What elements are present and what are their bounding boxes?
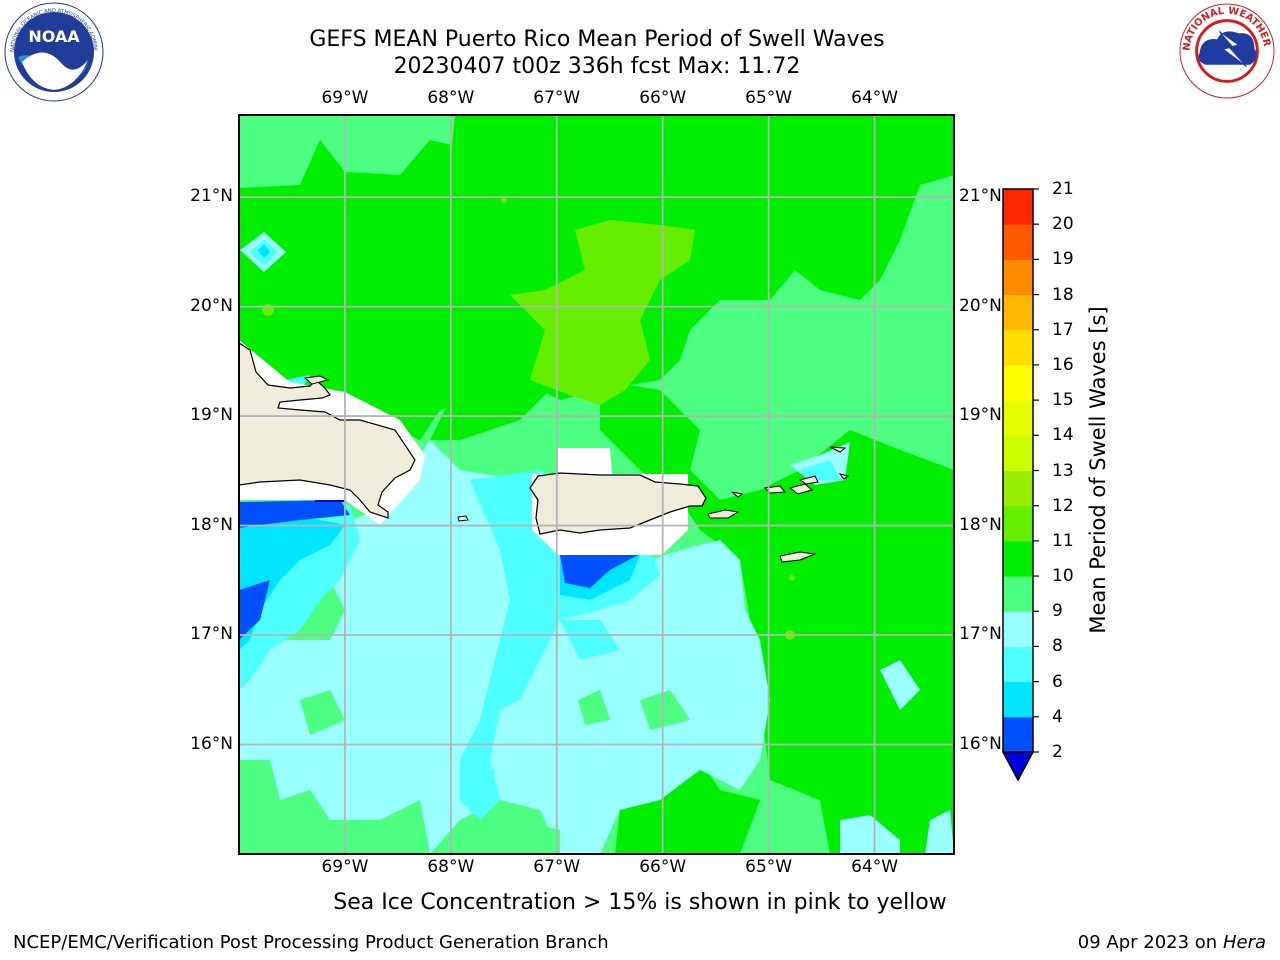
longitude-label: 65°W (745, 857, 793, 877)
tortuga-island (303, 375, 330, 385)
longitude-label: 64°W (851, 88, 899, 108)
latitude-label: 16°N (190, 733, 233, 754)
latitude-label: 19°N (959, 405, 1002, 426)
map-title: GEFS MEAN Puerto Rico Mean Period of Swe… (309, 27, 885, 52)
colorbar-tick-label: 20 (1052, 214, 1074, 235)
colorbar-tick-label: 18 (1052, 284, 1074, 305)
colorbar-segment (1003, 540, 1033, 577)
colorbar-tick-label: 19 (1052, 249, 1074, 270)
latitude-label: 21°N (959, 186, 1002, 207)
colorbar-under-arrow (1001, 751, 1035, 782)
latitude-label: 21°N (190, 186, 233, 207)
colorbar-tick-label: 11 (1052, 530, 1074, 551)
colorbar-tick-label: 16 (1052, 354, 1074, 375)
colorbar-tick-label: 4 (1052, 706, 1063, 727)
colorbar-segment (1003, 294, 1033, 331)
colorbar-segment (1003, 716, 1033, 753)
colorbar-tick-label: 10 (1052, 566, 1074, 587)
colorbar-segment (1003, 329, 1033, 366)
credit-branch: NCEP/EMC/Verification Post Processing Pr… (13, 932, 609, 953)
longitude-label: 69°W (321, 857, 369, 877)
longitude-label: 66°W (639, 88, 687, 108)
longitude-label: 67°W (533, 857, 581, 877)
colorbar-segment (1003, 611, 1033, 647)
colorbar-segment (1003, 400, 1033, 436)
colorbar-segment (1003, 224, 1033, 260)
sea-ice-note: Sea Ice Concentration > 15% is shown in … (333, 890, 947, 915)
colorbar-tick-label: 21 (1052, 179, 1074, 199)
culebra-island (731, 491, 744, 498)
forecast-subtitle: 20230407 t00z 336h fcst Max: 11.72 (393, 54, 801, 79)
latitude-label: 16°N (959, 733, 1002, 754)
lat-lon-grid (239, 115, 954, 854)
longitude-label: 68°W (427, 88, 475, 108)
longitude-label: 65°W (745, 88, 793, 108)
latitude-label: 20°N (959, 295, 1002, 316)
colorbar-label: Mean Period of Swell Waves [s] (1086, 306, 1110, 634)
colorbar-segment (1003, 470, 1033, 507)
latitude-label: 18°N (959, 514, 1002, 535)
colorbar-segment (1003, 576, 1033, 612)
colorbar-segment (1003, 681, 1033, 718)
st-croix-island (779, 551, 817, 563)
map-frame (238, 114, 955, 855)
credit-date-host: 09 Apr 2023 on Hera (1078, 932, 1266, 953)
nws-logo-icon: NATIONAL WEATHER SERVICE (1176, 2, 1275, 99)
credit-date: 09 Apr 2023 on (1077, 932, 1223, 953)
colorbar-segment (1003, 505, 1033, 542)
saona-island (457, 515, 469, 522)
longitude-label: 68°W (427, 857, 475, 877)
colorbar-segment (1003, 259, 1033, 296)
latitude-label: 19°N (190, 405, 233, 426)
vieques-island (707, 509, 740, 519)
colorbar-segment (1003, 435, 1033, 471)
longitude-label: 66°W (639, 857, 687, 877)
colorbar-tick-label: 17 (1052, 319, 1074, 340)
longitude-label: 67°W (533, 88, 581, 108)
credit-host: Hera (1222, 932, 1266, 953)
colorbar-tick-label: 6 (1052, 671, 1063, 692)
latitude-label: 18°N (190, 514, 233, 535)
latitude-label: 17°N (190, 624, 233, 645)
field-2-4 (239, 500, 638, 640)
colorbar-segment (1003, 364, 1033, 401)
colorbar-tick-label: 9 (1052, 601, 1063, 622)
latitude-label: 17°N (959, 624, 1002, 645)
colorbar-tick-label: 13 (1052, 460, 1074, 481)
colorbar-tick-label: 8 (1052, 636, 1063, 657)
longitude-label: 64°W (851, 857, 899, 877)
latitude-label: 20°N (190, 295, 233, 316)
colorbar-segment (1003, 646, 1033, 683)
colorbar-tick-label: 12 (1052, 495, 1074, 516)
noaa-logo-icon: NOAA NATIONAL OCEANIC AND ATMOSPHERIC AD… (4, 2, 104, 102)
svg-text:NOAA: NOAA (28, 27, 80, 46)
colorbar-tick-label: 15 (1052, 390, 1074, 411)
virgin-islands (763, 446, 850, 495)
longitude-label: 69°W (321, 88, 369, 108)
colorbar-tick-label: 2 (1052, 742, 1063, 762)
colorbar-tick-label: 14 (1052, 425, 1074, 446)
colorbar-segment (1003, 189, 1033, 225)
